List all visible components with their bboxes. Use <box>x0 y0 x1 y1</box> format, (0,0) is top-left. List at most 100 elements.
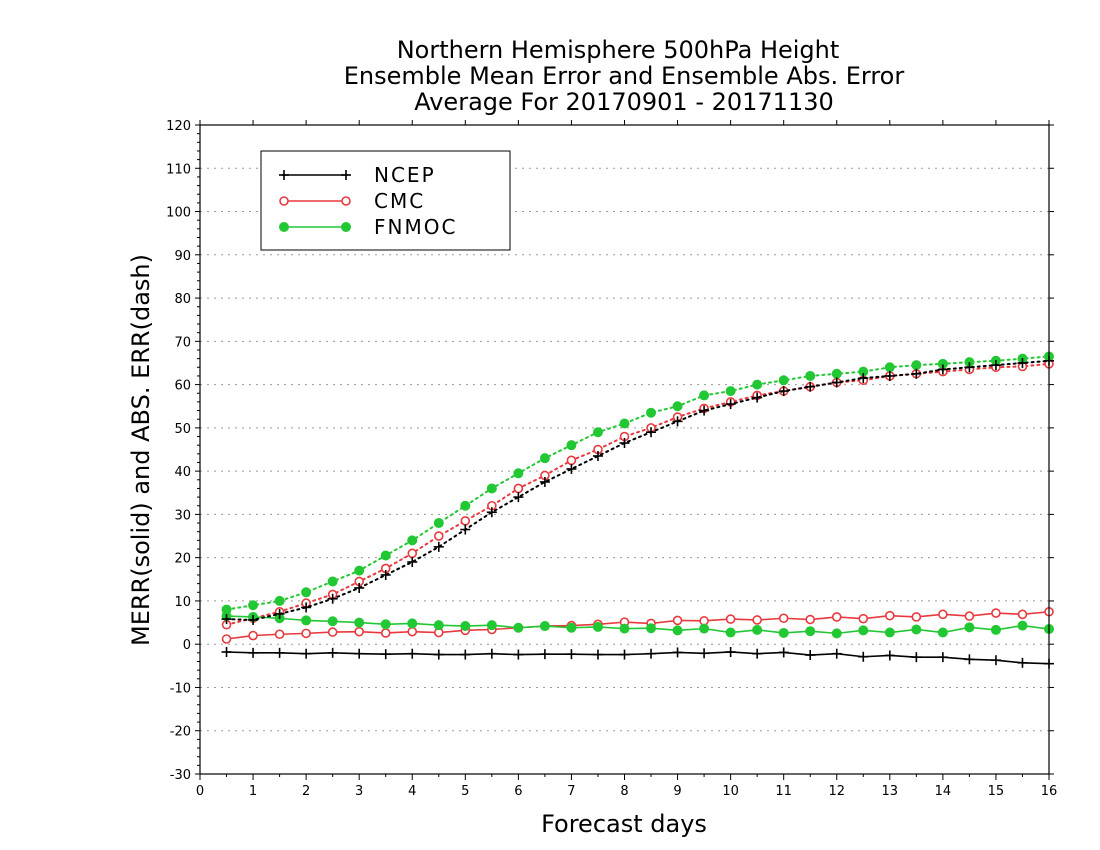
legend-marker-fnmoc-start <box>279 222 289 232</box>
x-tick-label: 5 <box>461 784 469 799</box>
y-axis-ticks: -30 -20 -10 0 10 20 30 40 50 60 70 80 90 100 110 120 <box>166 119 1054 783</box>
fnmoc-merr-point <box>884 627 895 638</box>
x-tick-label: 15 <box>988 784 1005 799</box>
y-tick-label: 70 <box>174 335 191 350</box>
y-tick-label: 90 <box>174 249 191 264</box>
cmc-abs-err-point <box>566 455 577 466</box>
cmc-merr-point <box>778 613 789 624</box>
cmc-merr-point <box>1017 609 1028 620</box>
fnmoc-merr-point <box>354 617 365 628</box>
fnmoc-merr-point <box>964 622 975 633</box>
cmc-merr-point <box>752 615 762 625</box>
cmc-merr-point <box>991 608 1001 618</box>
y-tick-label: 10 <box>174 595 191 610</box>
fnmoc-abs-err-point <box>354 565 365 576</box>
fnmoc-merr-point <box>619 623 630 634</box>
x-tick-label: 6 <box>514 784 522 799</box>
y-axis-label: MERR(solid) and ABS. ERR(dash) <box>127 254 155 646</box>
series-layer <box>221 351 1054 669</box>
fnmoc-merr-point <box>301 615 312 626</box>
x-tick-label: 9 <box>673 784 681 799</box>
fnmoc-abs-err-point <box>911 360 922 371</box>
x-tick-label: 16 <box>1041 784 1058 799</box>
x-tick-label: 11 <box>775 784 792 799</box>
fnmoc-merr-point <box>380 619 391 630</box>
fnmoc-abs-err-point <box>486 483 497 494</box>
cmc-merr-point <box>354 626 364 637</box>
cmc-merr-point <box>327 627 338 637</box>
legend-marker-fnmoc-end <box>341 222 351 232</box>
cmc-merr-point <box>274 629 285 640</box>
cmc-merr-point <box>831 612 842 622</box>
x-tick-label: 8 <box>620 784 628 799</box>
fnmoc-abs-err-point <box>831 368 842 379</box>
cmc-merr-point <box>301 628 311 639</box>
y-tick-label: 20 <box>174 552 191 567</box>
fnmoc-merr-point <box>1017 620 1028 631</box>
fnmoc-merr-point <box>539 621 550 632</box>
legend-label-ncep: NCEP <box>374 163 436 187</box>
fnmoc-abs-err-point <box>460 500 471 511</box>
fnmoc-merr-point <box>407 618 418 629</box>
fnmoc-merr-point <box>566 622 577 633</box>
fnmoc-merr-point <box>990 624 1001 635</box>
x-tick-label: 1 <box>249 784 257 799</box>
y-tick-label: 80 <box>174 292 191 307</box>
fnmoc-merr-point <box>699 623 710 634</box>
cmc-merr-point <box>911 612 922 622</box>
cmc-merr-point <box>672 615 683 626</box>
fnmoc-abs-err-point <box>805 370 816 381</box>
cmc-abs-err-point <box>407 548 418 559</box>
fnmoc-abs-err-point <box>433 518 444 529</box>
fnmoc-abs-err-point <box>884 362 895 373</box>
title-line-3: Average For 20170901 - 20171130 <box>414 88 834 116</box>
cmc-merr-point <box>221 634 232 644</box>
fnmoc-abs-err-point <box>592 427 603 438</box>
fnmoc-abs-err-point <box>619 418 630 429</box>
cmc-merr-point <box>858 613 869 624</box>
fnmoc-merr-point <box>725 627 736 638</box>
fnmoc-abs-err-point <box>407 535 418 546</box>
cmc-abs-err-point <box>460 516 471 526</box>
y-tick-label: 40 <box>174 465 191 480</box>
fnmoc-merr-line <box>226 615 1050 635</box>
ncep-merr-line <box>226 651 1050 665</box>
gridlines <box>200 167 1049 732</box>
fnmoc-merr-point <box>433 620 444 631</box>
fnmoc-abs-err-point <box>513 468 524 479</box>
cmc-merr-point <box>407 626 418 637</box>
series-fnmoc <box>221 351 1054 639</box>
fnmoc-abs-err-point <box>752 379 763 390</box>
x-tick-label: 10 <box>722 784 739 799</box>
cmc-merr-point <box>938 609 948 620</box>
fnmoc-merr-point <box>460 621 471 632</box>
y-tick-label: 110 <box>166 162 191 177</box>
chart-title: Northern Hemisphere 500hPa Height Ensemb… <box>344 36 905 116</box>
y-tick-label: 50 <box>174 422 191 437</box>
x-tick-label: 3 <box>355 784 363 799</box>
legend-label-fnmoc: FNMOC <box>374 215 457 239</box>
plot-frame <box>199 124 1050 775</box>
title-line-1: Northern Hemisphere 500hPa Height <box>397 36 840 64</box>
y-tick-label: -20 <box>170 725 191 740</box>
x-tick-label: 12 <box>828 784 845 799</box>
x-tick-label: 13 <box>882 784 899 799</box>
fnmoc-merr-point <box>937 627 948 638</box>
fnmoc-merr-point <box>592 621 603 632</box>
fnmoc-abs-err-point <box>566 440 577 451</box>
fnmoc-merr-point <box>672 625 683 636</box>
cmc-merr-point <box>248 630 258 641</box>
y-tick-label: 120 <box>166 119 191 134</box>
fnmoc-abs-err-line <box>225 355 1050 611</box>
cmc-merr-point <box>805 614 816 625</box>
fnmoc-abs-err-point <box>672 401 683 412</box>
x-tick-label: 0 <box>196 784 204 799</box>
legend-item-ncep: NCEP <box>279 163 436 187</box>
y-tick-label: 60 <box>174 379 191 394</box>
title-line-2: Ensemble Mean Error and Ensemble Abs. Er… <box>344 62 905 90</box>
legend-item-fnmoc: FNMOC <box>279 215 457 239</box>
fnmoc-abs-err-point <box>380 550 391 561</box>
y-tick-label: -30 <box>170 768 191 783</box>
